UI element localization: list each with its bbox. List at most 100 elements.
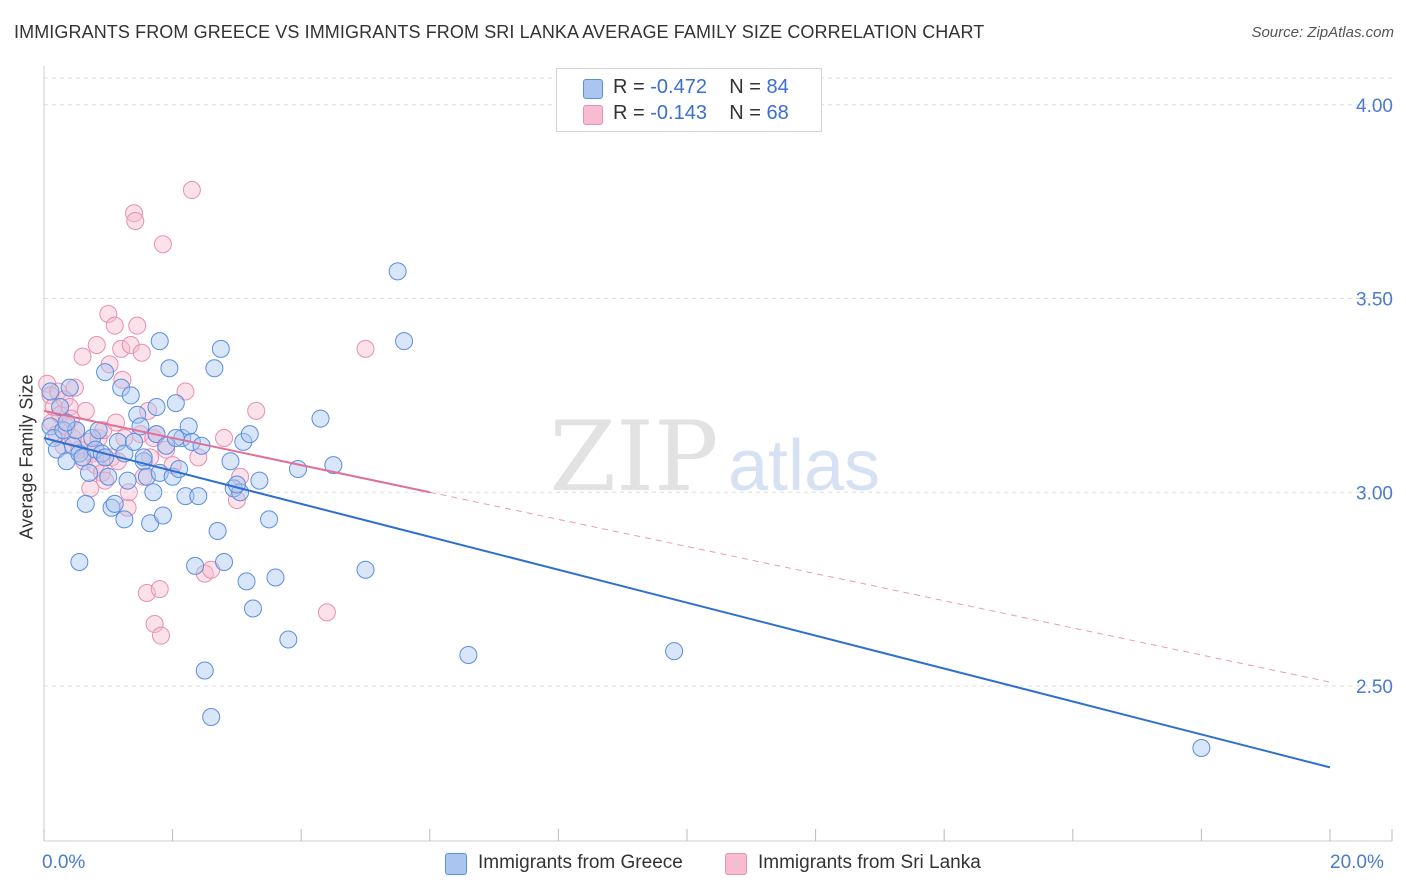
greece-point	[67, 421, 86, 440]
greece-point	[99, 467, 118, 486]
srilanka-point	[317, 603, 336, 622]
y-tick-label: 3.00	[1356, 483, 1393, 504]
legend-greece-label: Immigrants from Greece	[478, 852, 683, 873]
chart-title: IMMIGRANTS FROM GREECE VS IMMIGRANTS FRO…	[14, 22, 985, 42]
greece-point	[186, 556, 205, 575]
greece-point	[189, 487, 208, 506]
greece-point	[160, 359, 179, 378]
y-tick-label: 3.50	[1356, 290, 1393, 311]
greece-point	[105, 494, 124, 513]
greece-point	[41, 382, 60, 401]
srilanka-point	[73, 347, 92, 366]
y-tick-label: 2.50	[1356, 677, 1393, 698]
srilanka-point	[76, 401, 95, 420]
greece-point	[266, 568, 285, 587]
greece-point	[128, 405, 147, 424]
greece-point	[311, 409, 330, 428]
greece-r-value: -0.472	[650, 76, 707, 98]
greece-point	[166, 394, 185, 413]
greece-swatch	[583, 79, 603, 99]
greece-point	[215, 553, 234, 571]
srilanka-point	[182, 181, 201, 199]
srilanka-point	[150, 580, 169, 599]
y-tick-labels: 2.50 3.00 3.50 4.00	[1356, 96, 1393, 698]
greece-n-value: 84	[766, 76, 789, 98]
greece-point	[70, 553, 89, 571]
greece-point	[237, 572, 256, 591]
srilanka-n-value: 68	[766, 102, 789, 124]
greece-point	[144, 483, 163, 502]
greece-points	[41, 262, 1211, 757]
greece-point	[57, 413, 76, 432]
greece-point	[356, 560, 375, 579]
grid-lines	[44, 77, 1392, 687]
watermark: ZIP atlas	[549, 401, 880, 513]
srilanka-point	[189, 448, 208, 467]
srilanka-point	[139, 401, 158, 420]
greece-point	[150, 332, 169, 351]
legend-srilanka-swatch	[725, 853, 747, 875]
greece-point	[153, 506, 172, 525]
watermark-zip: ZIP	[549, 401, 718, 513]
x-tick-label-min: 0.0%	[42, 852, 86, 873]
legend-srilanka-label: Immigrants from Sri Lanka	[758, 852, 981, 873]
greece-point	[211, 339, 230, 358]
srilanka-point	[145, 615, 164, 633]
greece-point	[125, 432, 144, 451]
greece-point	[221, 452, 240, 471]
greece-point	[324, 456, 343, 475]
srilanka-point	[176, 382, 195, 401]
greece-point	[60, 378, 79, 397]
srilanka-swatch	[583, 105, 603, 125]
stats-legend: R = -0.472 N = 84 R = -0.143 N = 68	[556, 68, 822, 132]
srilanka-point	[356, 339, 375, 358]
srilanka-point	[152, 626, 171, 645]
greece-point	[205, 359, 224, 378]
greece-point	[279, 630, 298, 649]
srilanka-point	[126, 212, 145, 230]
greece-point	[115, 510, 134, 529]
srilanka-point	[87, 336, 106, 354]
watermark-atlas: atlas	[728, 426, 880, 506]
greece-point	[1192, 739, 1211, 757]
greece-point	[147, 398, 166, 416]
srilanka-r-value: -0.143	[650, 102, 707, 124]
srilanka-point	[247, 401, 266, 420]
greece-point	[227, 475, 246, 494]
srilanka-r-label: R =	[613, 102, 645, 124]
greece-point	[459, 646, 478, 664]
trend-lines	[43, 409, 1331, 769]
greece-point	[80, 463, 99, 482]
srilanka-point	[113, 370, 132, 389]
greece-point	[208, 522, 227, 540]
srilanka-point	[157, 440, 176, 459]
greece-point	[176, 487, 195, 506]
greece-point	[51, 398, 70, 416]
srilanka-point	[153, 235, 172, 254]
greece-point	[388, 262, 407, 281]
greece-point	[665, 642, 684, 661]
srilanka-trend-extension	[429, 491, 1331, 683]
srilanka-point	[65, 378, 84, 397]
greece-point	[121, 386, 140, 405]
srilanka-point	[128, 316, 147, 335]
greece-point	[96, 363, 115, 382]
greece-point	[118, 471, 137, 490]
greece-point	[195, 661, 214, 680]
greece-point	[76, 494, 95, 513]
greece-point	[395, 332, 414, 351]
greece-point	[260, 510, 279, 529]
srilanka-point	[81, 479, 100, 498]
greece-point	[112, 378, 131, 397]
srilanka-point	[112, 339, 131, 358]
greece-point	[108, 432, 127, 451]
greece-point	[243, 599, 262, 618]
srilanka-point	[119, 483, 138, 502]
greece-r-label: R =	[613, 76, 645, 98]
srilanka-n-label: N =	[729, 102, 761, 124]
legend-greece-swatch	[445, 853, 467, 875]
series-legend: Immigrants from Greece Immigrants from S…	[0, 852, 1406, 878]
axes	[43, 66, 1393, 842]
greece-point	[179, 417, 198, 436]
